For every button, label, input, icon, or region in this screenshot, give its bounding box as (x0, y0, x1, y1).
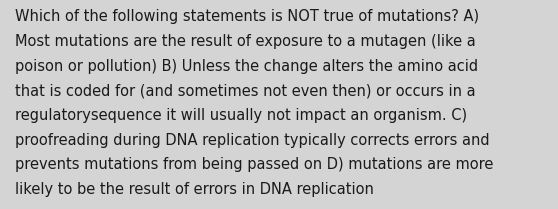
Text: regulatorysequence it will usually not impact an organism. C): regulatorysequence it will usually not i… (15, 108, 467, 123)
Text: Which of the following statements is NOT true of mutations? A): Which of the following statements is NOT… (15, 9, 479, 24)
Text: Most mutations are the result of exposure to a mutagen (like a: Most mutations are the result of exposur… (15, 34, 476, 49)
Text: poison or pollution) B) Unless the change alters the amino acid: poison or pollution) B) Unless the chang… (15, 59, 478, 74)
Text: prevents mutations from being passed on D) mutations are more: prevents mutations from being passed on … (15, 157, 493, 172)
Text: proofreading during DNA replication typically corrects errors and: proofreading during DNA replication typi… (15, 133, 490, 148)
Text: likely to be the result of errors in DNA replication: likely to be the result of errors in DNA… (15, 182, 374, 197)
Text: that is coded for (and sometimes not even then) or occurs in a: that is coded for (and sometimes not eve… (15, 83, 475, 98)
